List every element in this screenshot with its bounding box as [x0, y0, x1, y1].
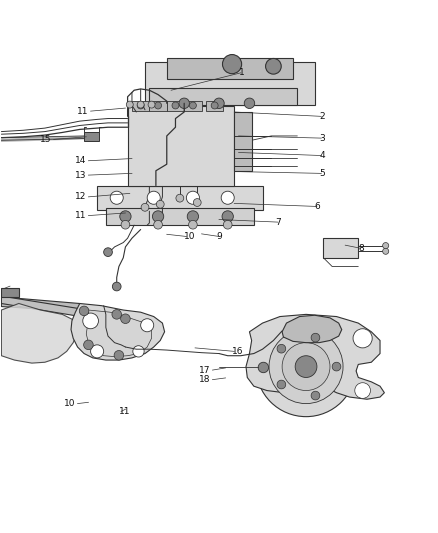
Circle shape [188, 220, 197, 229]
Text: 12: 12 [75, 192, 86, 201]
Circle shape [277, 380, 286, 389]
Circle shape [83, 313, 99, 329]
Polygon shape [149, 88, 297, 106]
Text: 11: 11 [119, 407, 131, 416]
Circle shape [214, 98, 224, 109]
Circle shape [79, 306, 89, 316]
Text: 16: 16 [232, 347, 244, 356]
Circle shape [244, 98, 254, 109]
Circle shape [311, 333, 320, 342]
Polygon shape [184, 101, 201, 111]
Circle shape [187, 211, 198, 222]
Circle shape [133, 346, 144, 357]
Text: 17: 17 [199, 366, 210, 375]
Polygon shape [167, 58, 293, 79]
Circle shape [383, 248, 389, 254]
Circle shape [121, 220, 130, 229]
Polygon shape [97, 186, 262, 210]
Text: 10: 10 [184, 232, 196, 241]
Circle shape [176, 194, 184, 202]
Circle shape [141, 204, 149, 211]
Text: 11: 11 [77, 107, 88, 116]
Circle shape [148, 101, 155, 108]
Text: 10: 10 [64, 399, 75, 408]
Polygon shape [86, 310, 152, 357]
Circle shape [258, 362, 268, 373]
Polygon shape [149, 101, 167, 111]
Circle shape [104, 248, 113, 256]
Text: 1: 1 [239, 68, 244, 77]
Circle shape [223, 54, 242, 74]
Circle shape [332, 362, 341, 371]
Text: 4: 4 [319, 151, 325, 160]
Circle shape [295, 356, 317, 377]
Polygon shape [106, 208, 254, 225]
Polygon shape [167, 101, 184, 111]
Circle shape [269, 329, 343, 403]
Polygon shape [145, 62, 315, 106]
Text: 2: 2 [319, 112, 325, 121]
Circle shape [172, 102, 179, 109]
Text: 14: 14 [75, 156, 86, 165]
Polygon shape [246, 314, 385, 399]
Circle shape [120, 211, 131, 222]
Circle shape [277, 344, 286, 353]
Text: 9: 9 [217, 232, 223, 241]
Text: 3: 3 [319, 134, 325, 143]
Circle shape [112, 310, 121, 319]
Circle shape [137, 101, 144, 108]
Polygon shape [1, 297, 88, 312]
Polygon shape [84, 133, 99, 141]
Circle shape [211, 102, 218, 109]
Text: 15: 15 [40, 135, 51, 144]
Text: 8: 8 [358, 244, 364, 253]
Circle shape [110, 191, 123, 204]
Circle shape [223, 220, 232, 229]
Text: 7: 7 [276, 217, 281, 227]
Polygon shape [282, 315, 342, 343]
Circle shape [355, 383, 371, 398]
Circle shape [179, 98, 189, 109]
Circle shape [155, 102, 162, 109]
Circle shape [311, 391, 320, 400]
Circle shape [154, 220, 162, 229]
Circle shape [114, 351, 124, 360]
Circle shape [126, 101, 133, 108]
Polygon shape [1, 303, 78, 363]
Text: 18: 18 [199, 375, 210, 384]
Circle shape [256, 317, 356, 417]
Text: 13: 13 [75, 171, 86, 180]
Circle shape [147, 191, 160, 204]
Polygon shape [71, 303, 165, 360]
Circle shape [353, 329, 372, 348]
Circle shape [152, 211, 164, 222]
Circle shape [222, 211, 233, 222]
Text: 5: 5 [319, 169, 325, 178]
Polygon shape [1, 296, 115, 323]
Circle shape [120, 314, 130, 324]
Circle shape [113, 282, 121, 291]
Circle shape [156, 200, 164, 208]
Polygon shape [127, 107, 234, 186]
Circle shape [141, 319, 154, 332]
Circle shape [282, 343, 330, 391]
Polygon shape [323, 238, 358, 258]
Circle shape [383, 243, 389, 249]
Polygon shape [234, 112, 252, 171]
Circle shape [84, 340, 93, 350]
Text: 11: 11 [75, 211, 86, 220]
Polygon shape [132, 101, 149, 111]
Circle shape [91, 345, 104, 358]
Circle shape [221, 191, 234, 204]
Text: 6: 6 [315, 202, 321, 211]
Polygon shape [1, 288, 19, 297]
Circle shape [186, 191, 199, 204]
Circle shape [137, 102, 144, 109]
Circle shape [189, 102, 196, 109]
Polygon shape [206, 101, 223, 111]
Circle shape [193, 199, 201, 206]
Circle shape [265, 59, 281, 74]
